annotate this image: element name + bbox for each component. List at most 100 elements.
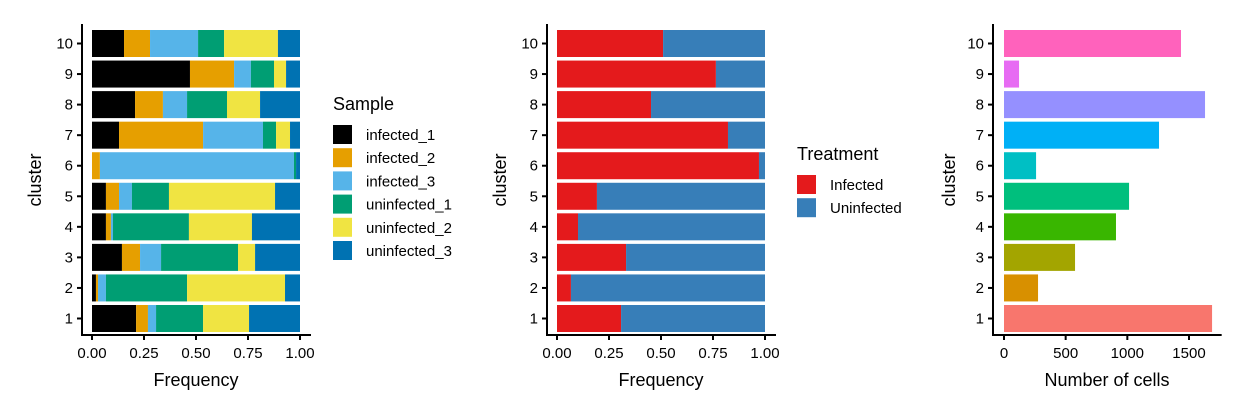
legend-swatch	[333, 194, 352, 214]
y-tick-label: 10	[967, 36, 984, 53]
bar-segment-cluster-3-uninfected_3	[255, 243, 300, 271]
legend-title: Sample	[333, 94, 394, 114]
bar-segment-cluster-7-infected_1	[92, 121, 120, 149]
legend-swatch	[797, 175, 816, 194]
legend-swatch	[333, 241, 352, 260]
bar-segment-cluster-10-uninfected_2	[224, 30, 278, 57]
bar-segment-cluster-8-uninfected_2	[226, 91, 261, 119]
x-tick-label: 1500	[1172, 345, 1205, 362]
bar-cluster-8	[1004, 91, 1206, 119]
legend-label: uninfected_2	[366, 220, 452, 237]
bar-cluster-7	[1004, 121, 1160, 149]
bar-segment-cluster-5-uninfected	[596, 182, 765, 210]
y-tick-label: 3	[530, 249, 538, 266]
bar-segment-cluster-2-uninfected	[570, 274, 765, 302]
treatment-frequency-chart: 1 2 3 4 5 6 7 8 9 10 0.00 0.25 0.50 0.75 1.00 Frequenc…	[490, 24, 902, 390]
y-axis-title: cluster	[490, 153, 510, 206]
x-tick-label: 0.50	[181, 345, 210, 362]
y-tick-label: 7	[976, 127, 984, 144]
legend-label: Infected	[830, 177, 883, 194]
y-tick-label: 10	[521, 36, 538, 53]
y-axis-title: cluster	[25, 153, 45, 206]
bar-segment-cluster-9-uninfected_2	[274, 60, 287, 88]
bar-segment-cluster-8-uninfected_3	[260, 91, 300, 119]
bar-segment-cluster-8-infected_2	[135, 91, 163, 119]
bar-segment-cluster-7-infected_2	[119, 121, 204, 149]
bar-segment-cluster-4-infected_2	[105, 213, 111, 241]
bar-segment-cluster-8-uninfected_1	[187, 91, 227, 119]
bar-cluster-9	[1004, 60, 1020, 88]
x-tick-label: 0.75	[233, 345, 262, 362]
sample-axes: 1 2 3 4 5 6 7 8 9 10 0.00 0.25 0.50 0.75 1.00	[56, 24, 315, 362]
cell-count-bars	[1004, 30, 1213, 332]
bar-segment-cluster-1-infected_3	[147, 305, 157, 332]
bar-segment-cluster-8-infected	[557, 91, 652, 119]
y-tick-label: 2	[65, 280, 73, 297]
bar-segment-cluster-1-infected_2	[136, 305, 148, 332]
treatment-bars	[557, 30, 765, 332]
y-tick-label: 6	[530, 158, 538, 175]
bar-segment-cluster-5-uninfected_2	[168, 182, 276, 210]
x-tick-label: 1000	[1111, 345, 1144, 362]
x-tick-label: 0.50	[646, 345, 675, 362]
legend-label: infected_3	[366, 173, 435, 190]
bar-segment-cluster-10-infected_2	[124, 30, 151, 57]
y-tick-label: 4	[976, 219, 984, 236]
bar-cluster-3	[1004, 243, 1076, 271]
bar-segment-cluster-6-infected_2	[92, 152, 100, 180]
bar-segment-cluster-5-uninfected_3	[275, 182, 300, 210]
bar-segment-cluster-4-uninfected_3	[251, 213, 300, 241]
bar-segment-cluster-3-uninfected	[626, 243, 765, 271]
treatment-legend: Treatment Infected Uninfected	[797, 144, 902, 218]
legend-swatch	[333, 171, 352, 191]
legend-label: infected_1	[366, 127, 435, 144]
bar-segment-cluster-10-infected_3	[150, 30, 199, 57]
bar-segment-cluster-2-infected	[557, 274, 571, 302]
y-tick-label: 9	[65, 66, 73, 83]
bar-segment-cluster-6-uninfected_1	[293, 152, 297, 180]
x-axis-title: Number of cells	[1044, 370, 1169, 390]
bar-segment-cluster-6-uninfected	[758, 152, 765, 180]
bar-segment-cluster-7-uninfected_1	[262, 121, 277, 149]
bar-segment-cluster-4-uninfected	[578, 213, 765, 241]
bar-segment-cluster-9-infected	[557, 60, 716, 88]
bar-segment-cluster-6-infected	[557, 152, 759, 180]
bar-cluster-1	[1004, 305, 1213, 332]
bar-segment-cluster-5-uninfected_1	[131, 182, 169, 210]
cell-count-axes: 1 2 3 4 5 6 7 8 9 10 0 500 1000 1500	[967, 24, 1222, 362]
bar-cluster-10	[1004, 30, 1181, 57]
bar-cluster-6	[1004, 152, 1037, 180]
bar-segment-cluster-2-infected_3	[98, 274, 106, 302]
y-axis-title: cluster	[939, 153, 959, 206]
bar-segment-cluster-10-infected	[557, 30, 664, 57]
legend-swatch	[333, 217, 352, 237]
bar-segment-cluster-1-uninfected_3	[249, 305, 300, 332]
y-tick-label: 1	[530, 311, 538, 328]
y-tick-label: 2	[530, 280, 538, 297]
x-tick-label: 0.75	[698, 345, 727, 362]
y-tick-label: 4	[530, 219, 538, 236]
bar-segment-cluster-2-uninfected_1	[105, 274, 188, 302]
bar-segment-cluster-1-infected	[557, 305, 622, 332]
y-tick-label: 8	[976, 97, 984, 114]
bar-segment-cluster-9-infected_1	[92, 60, 190, 88]
bar-segment-cluster-5-infected_3	[119, 182, 132, 210]
bar-segment-cluster-3-infected_2	[121, 243, 141, 271]
bar-segment-cluster-9-uninfected_3	[286, 60, 300, 88]
bar-segment-cluster-1-infected_1	[92, 305, 137, 332]
sample-bars	[92, 30, 300, 332]
y-tick-label: 8	[65, 97, 73, 114]
legend-label: infected_2	[366, 150, 435, 167]
x-tick-label: 0	[1000, 345, 1008, 362]
bar-segment-cluster-2-infected_1	[92, 274, 96, 302]
bar-segment-cluster-3-infected_1	[92, 243, 122, 271]
legend-label: uninfected_1	[366, 197, 452, 214]
x-tick-label: 1.00	[285, 345, 314, 362]
x-axis-title: Frequency	[153, 370, 238, 390]
bar-segment-cluster-1-uninfected_1	[156, 305, 204, 332]
bar-segment-cluster-10-infected_1	[92, 30, 125, 57]
y-tick-label: 10	[56, 36, 73, 53]
bar-segment-cluster-5-infected	[557, 182, 597, 210]
